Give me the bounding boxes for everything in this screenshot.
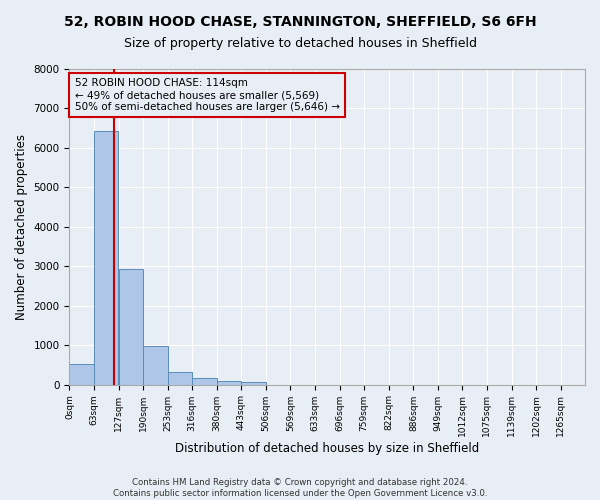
Bar xyxy=(241,382,266,384)
Bar xyxy=(119,269,143,384)
Bar xyxy=(94,131,118,384)
X-axis label: Distribution of detached houses by size in Sheffield: Distribution of detached houses by size … xyxy=(175,442,479,455)
Y-axis label: Number of detached properties: Number of detached properties xyxy=(15,134,28,320)
Text: 52 ROBIN HOOD CHASE: 114sqm
← 49% of detached houses are smaller (5,569)
50% of : 52 ROBIN HOOD CHASE: 114sqm ← 49% of det… xyxy=(74,78,340,112)
Bar xyxy=(167,372,192,384)
Bar xyxy=(143,346,167,385)
Bar xyxy=(217,380,241,384)
Bar xyxy=(70,364,94,384)
Text: Size of property relative to detached houses in Sheffield: Size of property relative to detached ho… xyxy=(124,38,476,51)
Text: 52, ROBIN HOOD CHASE, STANNINGTON, SHEFFIELD, S6 6FH: 52, ROBIN HOOD CHASE, STANNINGTON, SHEFF… xyxy=(64,15,536,29)
Text: Contains HM Land Registry data © Crown copyright and database right 2024.
Contai: Contains HM Land Registry data © Crown c… xyxy=(113,478,487,498)
Bar xyxy=(192,378,217,384)
